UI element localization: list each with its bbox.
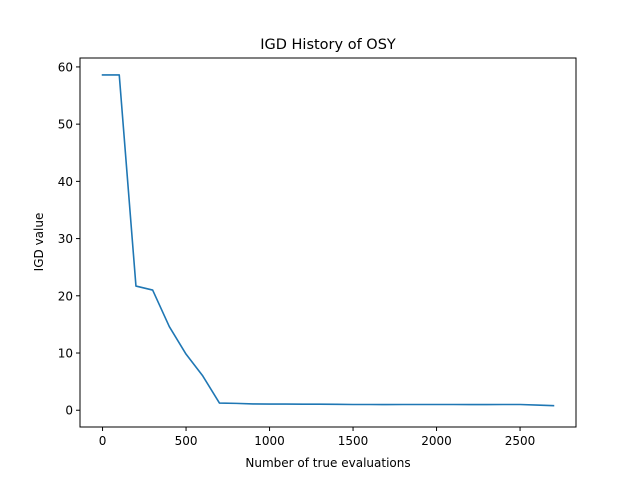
y-tick-label: 10: [58, 347, 73, 361]
plot-series: [101, 74, 555, 407]
y-tick-label: 40: [58, 175, 73, 189]
y-tick-label: 30: [58, 232, 73, 246]
y-tick-label: 20: [58, 289, 73, 303]
x-tick-label: 2000: [421, 434, 452, 448]
x-tick-label: 1000: [254, 434, 285, 448]
x-tick-label: 500: [175, 434, 198, 448]
x-axis-ticks: 0 500 1000 1500 2000 2500: [99, 427, 536, 448]
x-tick-label: 1500: [338, 434, 369, 448]
chart-title: IGD History of OSY: [260, 37, 396, 53]
x-axis-label: Number of true evaluations: [245, 456, 410, 470]
y-axis-label: IGD value: [32, 213, 46, 272]
igd-series-line: [101, 74, 555, 407]
y-tick-label: 60: [58, 60, 73, 74]
y-tick-label: 0: [65, 404, 73, 418]
x-tick-label: 2500: [505, 434, 536, 448]
y-axis-ticks: 0 10 20 30 40 50 60: [58, 60, 80, 418]
plot-frame: [79, 57, 577, 428]
y-tick-label: 50: [58, 118, 73, 132]
x-tick-label: 0: [99, 434, 107, 448]
